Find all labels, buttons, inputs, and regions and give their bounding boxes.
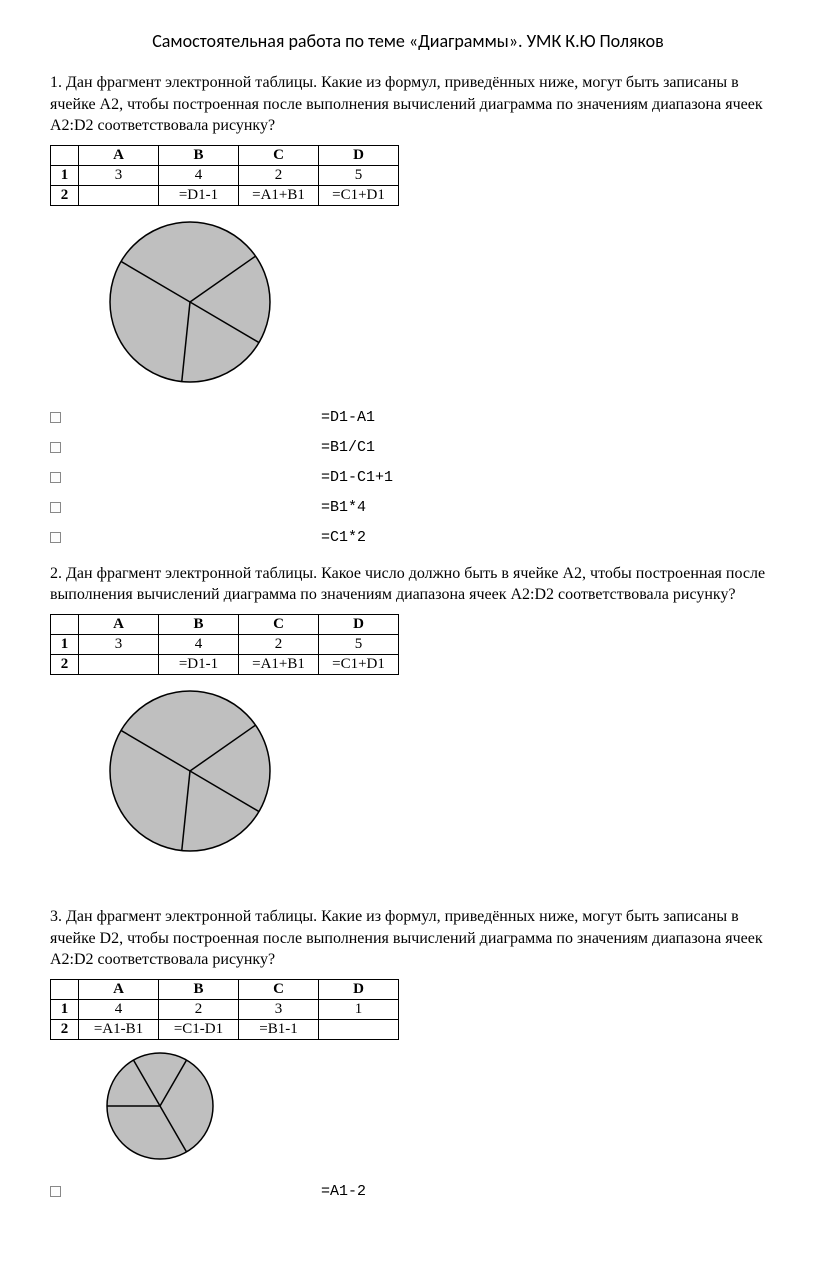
q1-text: 1. Дан фрагмент электронной таблицы. Как… <box>50 72 766 137</box>
corner-cell <box>51 614 79 634</box>
cell-A1: 3 <box>79 165 159 185</box>
row-1: 1 <box>51 999 79 1019</box>
page-title: Самостоятельная работа по теме «Диаграмм… <box>50 30 766 52</box>
cell-A2: =A1-B1 <box>79 1019 159 1039</box>
col-A: A <box>79 979 159 999</box>
col-B: B <box>159 979 239 999</box>
corner-cell <box>51 979 79 999</box>
q3-options: =A1-2 <box>50 1177 766 1207</box>
cell-C1: 2 <box>239 165 319 185</box>
cell-D2: =C1+D1 <box>319 185 399 205</box>
option-label: =D1-A1 <box>321 409 375 426</box>
q2-pie-chart <box>100 681 766 866</box>
col-D: D <box>319 979 399 999</box>
cell-D2: =C1+D1 <box>319 654 399 674</box>
cell-B2: =D1-1 <box>159 185 239 205</box>
cell-C2: =B1-1 <box>239 1019 319 1039</box>
checkbox-icon[interactable] <box>50 1186 61 1197</box>
cell-D1: 5 <box>319 634 399 654</box>
option-label: =B1/C1 <box>321 439 375 456</box>
col-D: D <box>319 614 399 634</box>
col-C: C <box>239 614 319 634</box>
row-1: 1 <box>51 634 79 654</box>
corner-cell <box>51 145 79 165</box>
checkbox-icon[interactable] <box>50 472 61 483</box>
col-A: A <box>79 145 159 165</box>
cell-A2 <box>79 654 159 674</box>
cell-B1: 4 <box>159 634 239 654</box>
option-label: =A1-2 <box>321 1183 366 1200</box>
option-label: =B1*4 <box>321 499 366 516</box>
cell-B1: 4 <box>159 165 239 185</box>
checkbox-icon[interactable] <box>50 502 61 513</box>
q2-table: A B C D 1 3 4 2 5 2 =D1-1 =A1+B1 =C1+D1 <box>50 614 399 675</box>
col-C: C <box>239 979 319 999</box>
col-D: D <box>319 145 399 165</box>
q1-option-row: =B1*4 <box>50 493 766 523</box>
cell-C2: =A1+B1 <box>239 654 319 674</box>
option-label: =C1*2 <box>321 529 366 546</box>
cell-B2: =D1-1 <box>159 654 239 674</box>
option-label: =D1-C1+1 <box>321 469 393 486</box>
checkbox-icon[interactable] <box>50 532 61 543</box>
q1-option-row: =D1-A1 <box>50 403 766 433</box>
q1-pie-chart <box>100 212 766 397</box>
cell-D2 <box>319 1019 399 1039</box>
cell-A1: 3 <box>79 634 159 654</box>
q3-text: 3. Дан фрагмент электронной таблицы. Как… <box>50 906 766 971</box>
checkbox-icon[interactable] <box>50 442 61 453</box>
cell-A1: 4 <box>79 999 159 1019</box>
col-A: A <box>79 614 159 634</box>
row-2: 2 <box>51 185 79 205</box>
cell-B1: 2 <box>159 999 239 1019</box>
checkbox-icon[interactable] <box>50 412 61 423</box>
cell-C1: 2 <box>239 634 319 654</box>
cell-D1: 5 <box>319 165 399 185</box>
q1-table: A B C D 1 3 4 2 5 2 =D1-1 =A1+B1 =C1+D1 <box>50 145 399 206</box>
row-2: 2 <box>51 654 79 674</box>
q1-options: =D1-A1 =B1/C1 =D1-C1+1 =B1*4 =C1*2 <box>50 403 766 553</box>
row-1: 1 <box>51 165 79 185</box>
row-2: 2 <box>51 1019 79 1039</box>
q1-option-row: =C1*2 <box>50 523 766 553</box>
q2-text: 2. Дан фрагмент электронной таблицы. Как… <box>50 563 766 606</box>
cell-D1: 1 <box>319 999 399 1019</box>
cell-C2: =A1+B1 <box>239 185 319 205</box>
col-B: B <box>159 145 239 165</box>
col-B: B <box>159 614 239 634</box>
q3-pie-chart <box>100 1046 766 1171</box>
cell-C1: 3 <box>239 999 319 1019</box>
q3-option-row: =A1-2 <box>50 1177 766 1207</box>
q1-option-row: =D1-C1+1 <box>50 463 766 493</box>
q1-option-row: =B1/C1 <box>50 433 766 463</box>
cell-A2 <box>79 185 159 205</box>
q3-table: A B C D 1 4 2 3 1 2 =A1-B1 =C1-D1 =B1-1 <box>50 979 399 1040</box>
col-C: C <box>239 145 319 165</box>
cell-B2: =C1-D1 <box>159 1019 239 1039</box>
